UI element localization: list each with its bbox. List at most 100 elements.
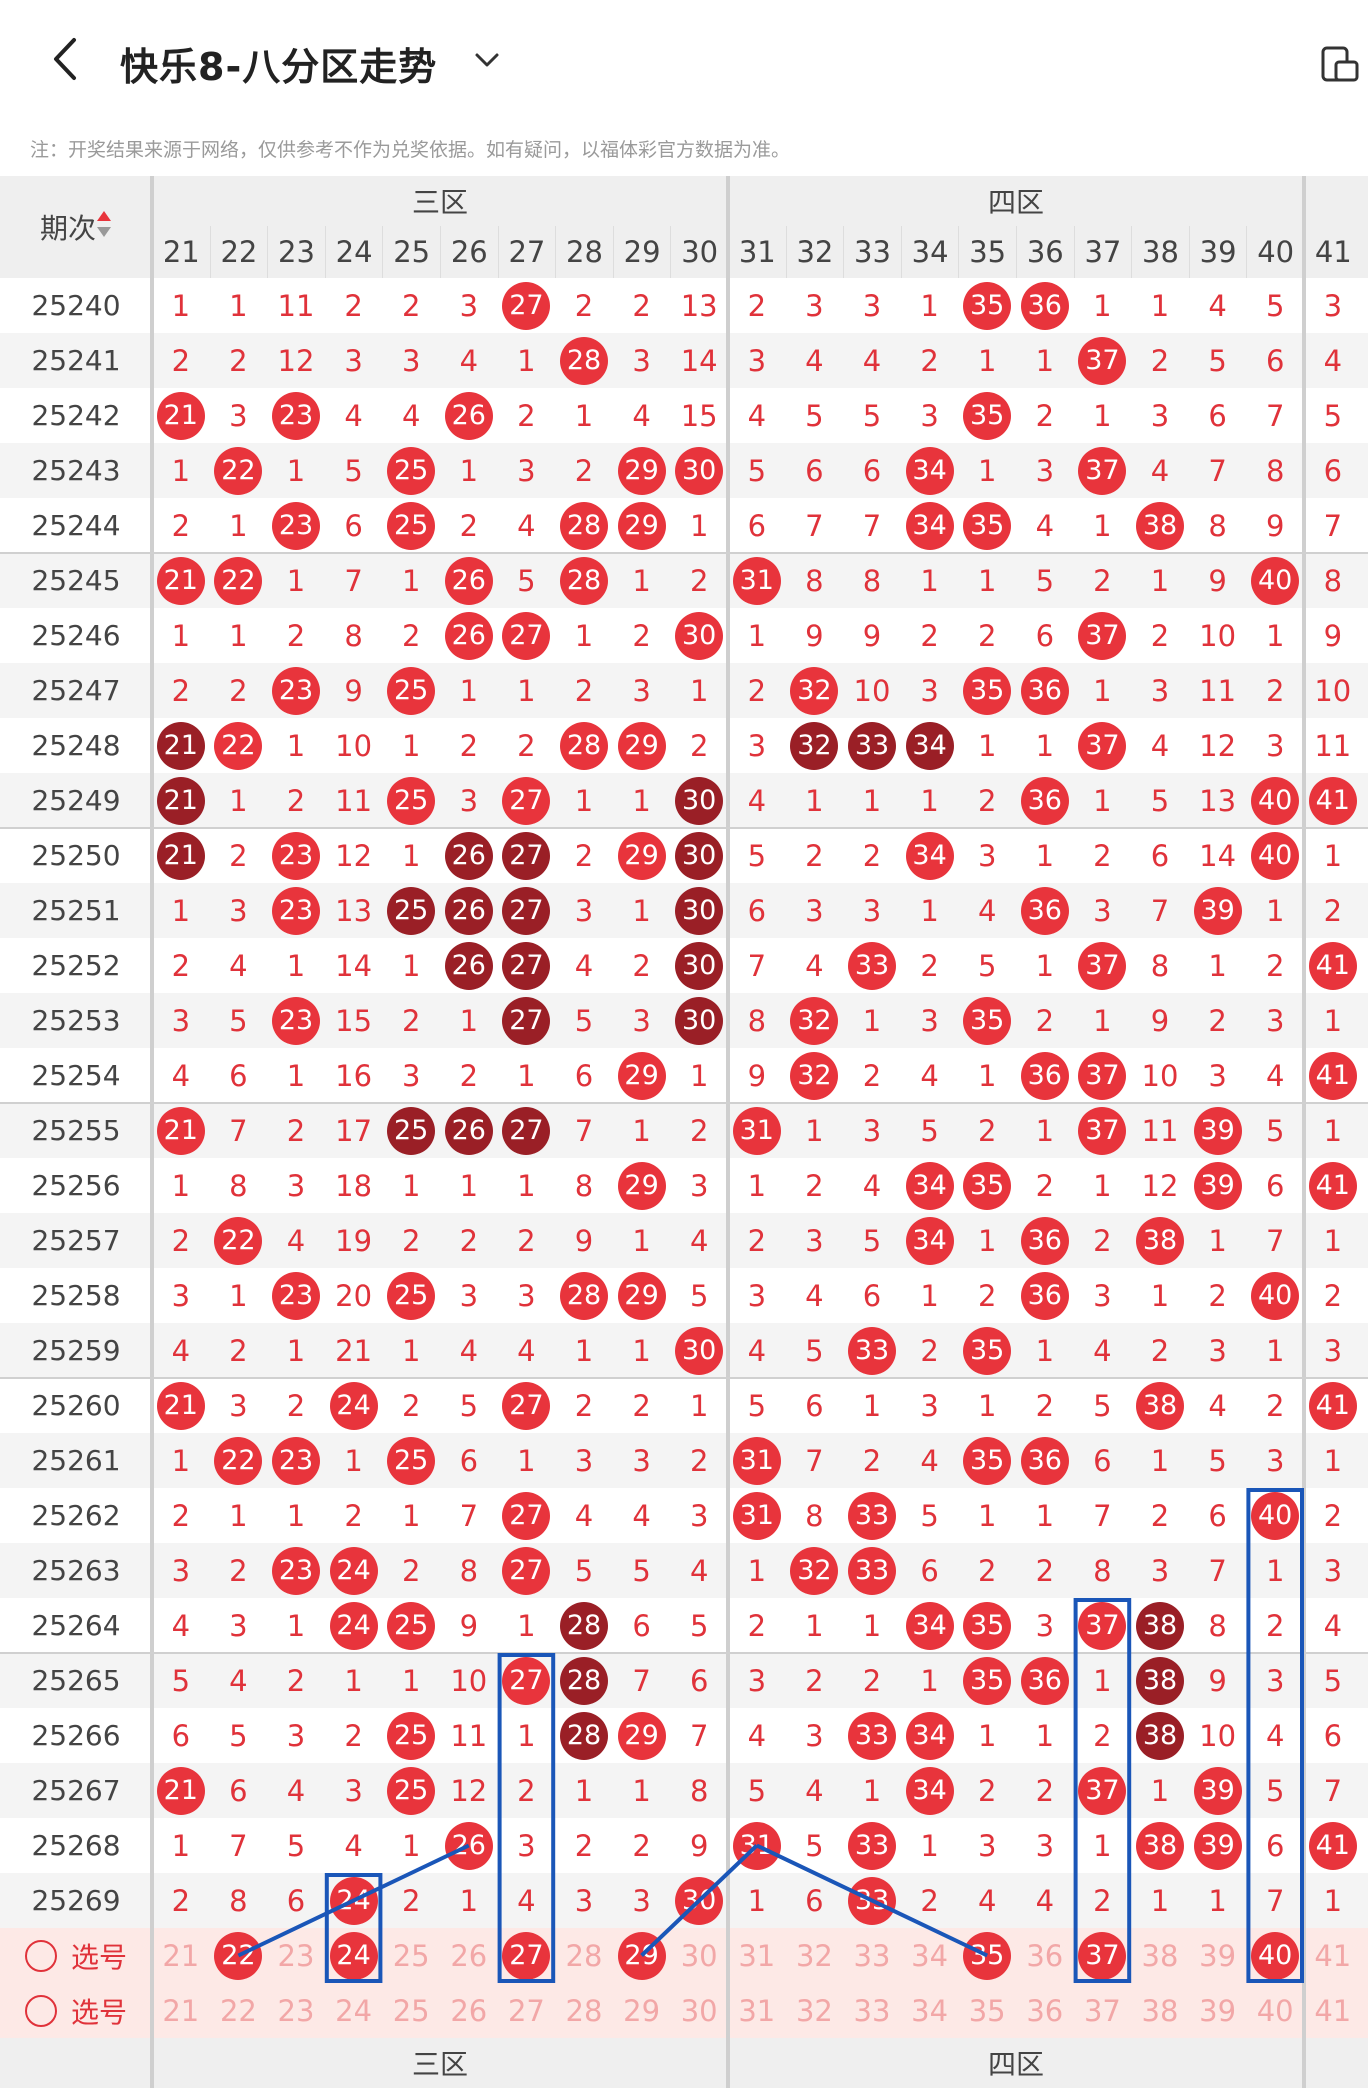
sort-icon[interactable] — [96, 209, 112, 246]
select-number[interactable]: 34 — [911, 1993, 949, 2028]
select-number[interactable]: 38 — [1141, 1938, 1179, 1973]
miss-count: 3 — [286, 1718, 306, 1753]
select-number[interactable]: 26 — [450, 1993, 488, 2028]
miss-count: 2 — [1093, 1883, 1112, 1918]
select-number[interactable]: 21 — [162, 1938, 200, 1973]
miss-count: 1 — [920, 783, 939, 818]
select-number[interactable]: 39 — [1199, 1993, 1237, 2028]
select-number[interactable]: 21 — [162, 1993, 200, 2028]
selected-ball[interactable]: 27 — [502, 1931, 551, 1980]
selected-ball[interactable]: 35 — [963, 1931, 1012, 1980]
select-number[interactable]: 34 — [911, 1938, 949, 1973]
miss-count: 6 — [229, 1058, 248, 1093]
miss-count: 6 — [574, 1058, 594, 1093]
number-ball: 31 — [732, 556, 781, 605]
miss-count: 9 — [862, 618, 882, 653]
miss-count: 6 — [171, 1718, 191, 1753]
select-number[interactable]: 40 — [1256, 1993, 1294, 2028]
select-number[interactable]: 28 — [565, 1993, 603, 2028]
select-number[interactable]: 22 — [219, 1993, 257, 2028]
miss-count: 7 — [1265, 1883, 1285, 1918]
number-ball: 32 — [790, 721, 839, 770]
number-ball: 32 — [790, 666, 839, 715]
number-ball: 36 — [1020, 886, 1069, 935]
miss-count: 4 — [689, 1553, 709, 1588]
number-ball: 26 — [444, 556, 493, 605]
miss-count: 4 — [171, 1058, 191, 1093]
select-number[interactable]: 31 — [738, 1938, 776, 1973]
miss-count: 2 — [632, 948, 651, 983]
column-header: 25 — [382, 226, 440, 278]
miss-count: 1 — [229, 508, 248, 543]
select-number[interactable]: 32 — [795, 1938, 833, 1973]
radio-icon[interactable] — [24, 1939, 57, 1972]
miss-count: 4 — [171, 1333, 191, 1368]
selected-ball[interactable]: 40 — [1251, 1931, 1300, 1980]
select-number[interactable]: 28 — [565, 1938, 603, 1973]
miss-count: 7 — [1093, 1498, 1112, 1533]
select-number[interactable]: 36 — [1026, 1938, 1064, 1973]
select-number[interactable]: 33 — [853, 1938, 891, 1973]
selected-ball[interactable]: 37 — [1078, 1931, 1127, 1980]
select-number[interactable]: 41 — [1314, 1938, 1352, 1973]
miss-count: 2 — [229, 838, 248, 873]
miss-count: 3 — [229, 1608, 248, 1643]
chevron-left-icon[interactable] — [44, 36, 90, 82]
selected-ball[interactable]: 22 — [214, 1931, 263, 1980]
radio-icon[interactable] — [24, 1994, 57, 2027]
select-number[interactable]: 33 — [853, 1993, 891, 2028]
select-number[interactable]: 26 — [450, 1938, 488, 1973]
select-row-label[interactable]: 选号 — [0, 1928, 152, 1983]
miss-count: 2 — [977, 1553, 997, 1588]
number-ball: 28 — [560, 1711, 608, 1760]
select-row-label[interactable]: 选号 — [0, 1983, 152, 2038]
page-title[interactable]: 快乐8-八分区走势 — [120, 45, 438, 89]
screen-rotate-icon[interactable] — [1320, 44, 1360, 84]
select-number[interactable]: 27 — [507, 1993, 545, 2028]
select-number[interactable]: 30 — [680, 1938, 718, 1973]
select-number[interactable]: 36 — [1026, 1993, 1064, 2028]
miss-count: 1 — [229, 783, 248, 818]
miss-count: 5 — [862, 1223, 882, 1258]
select-number[interactable]: 24 — [335, 1993, 373, 2028]
select-number[interactable]: 25 — [392, 1993, 430, 2028]
select-number[interactable]: 37 — [1083, 1993, 1121, 2028]
select-number[interactable]: 25 — [392, 1938, 430, 1973]
miss-count: 5 — [459, 1388, 479, 1423]
select-number[interactable]: 29 — [623, 1993, 661, 2028]
miss-count: 4 — [805, 1278, 824, 1313]
select-number[interactable]: 35 — [968, 1993, 1006, 2028]
miss-count: 1 — [1093, 1168, 1112, 1203]
miss-count: 2 — [1208, 1003, 1227, 1038]
select-number[interactable]: 38 — [1141, 1993, 1179, 2028]
period-cell: 25254 — [31, 1059, 121, 1092]
selected-ball[interactable]: 24 — [329, 1931, 378, 1980]
select-number[interactable]: 23 — [277, 1938, 315, 1973]
miss-count: 5 — [1265, 1113, 1285, 1148]
select-number[interactable]: 30 — [680, 1993, 718, 2028]
chevron-down-icon[interactable] — [474, 50, 500, 70]
select-number[interactable]: 32 — [795, 1993, 833, 2028]
select-number[interactable]: 23 — [277, 1993, 315, 2028]
number-ball: 27 — [502, 1491, 551, 1540]
period-cell: 25246 — [31, 619, 121, 652]
select-number[interactable]: 39 — [1199, 1938, 1237, 1973]
miss-count: 1 — [401, 1828, 421, 1863]
miss-count: 1 — [1150, 288, 1170, 323]
zone-label: 三区 — [411, 186, 468, 219]
miss-count: 7 — [1265, 1223, 1285, 1258]
miss-count: 9 — [459, 1608, 479, 1643]
miss-count: 3 — [171, 1553, 191, 1588]
miss-count: 1 — [517, 673, 536, 708]
miss-count: 10 — [853, 673, 891, 708]
select-number[interactable]: 31 — [738, 1993, 776, 2028]
miss-count: 3 — [459, 783, 479, 818]
miss-count: 3 — [574, 1883, 594, 1918]
miss-count: 5 — [517, 563, 536, 598]
select-number[interactable]: 41 — [1314, 1993, 1352, 2028]
miss-count: 12 — [1199, 728, 1237, 763]
miss-count: 7 — [689, 1718, 709, 1753]
miss-count: 10 — [450, 1663, 488, 1698]
number-ball: 29 — [617, 1161, 666, 1210]
miss-count: 4 — [1150, 453, 1170, 488]
